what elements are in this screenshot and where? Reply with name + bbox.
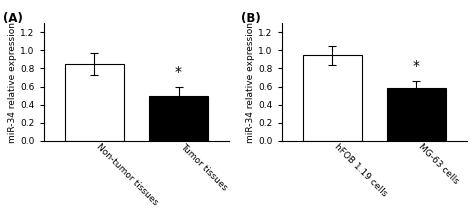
Text: (A): (A)	[3, 12, 23, 25]
Bar	[303, 55, 362, 141]
Bar	[149, 95, 208, 141]
Text: (B): (B)	[241, 12, 261, 25]
Text: *: *	[413, 59, 420, 73]
Bar	[65, 64, 124, 141]
Y-axis label: miR-34 relative expression: miR-34 relative expression	[9, 22, 18, 143]
Y-axis label: miR-34 relative expression: miR-34 relative expression	[246, 22, 255, 143]
Bar	[387, 88, 446, 141]
Text: *: *	[175, 65, 182, 79]
